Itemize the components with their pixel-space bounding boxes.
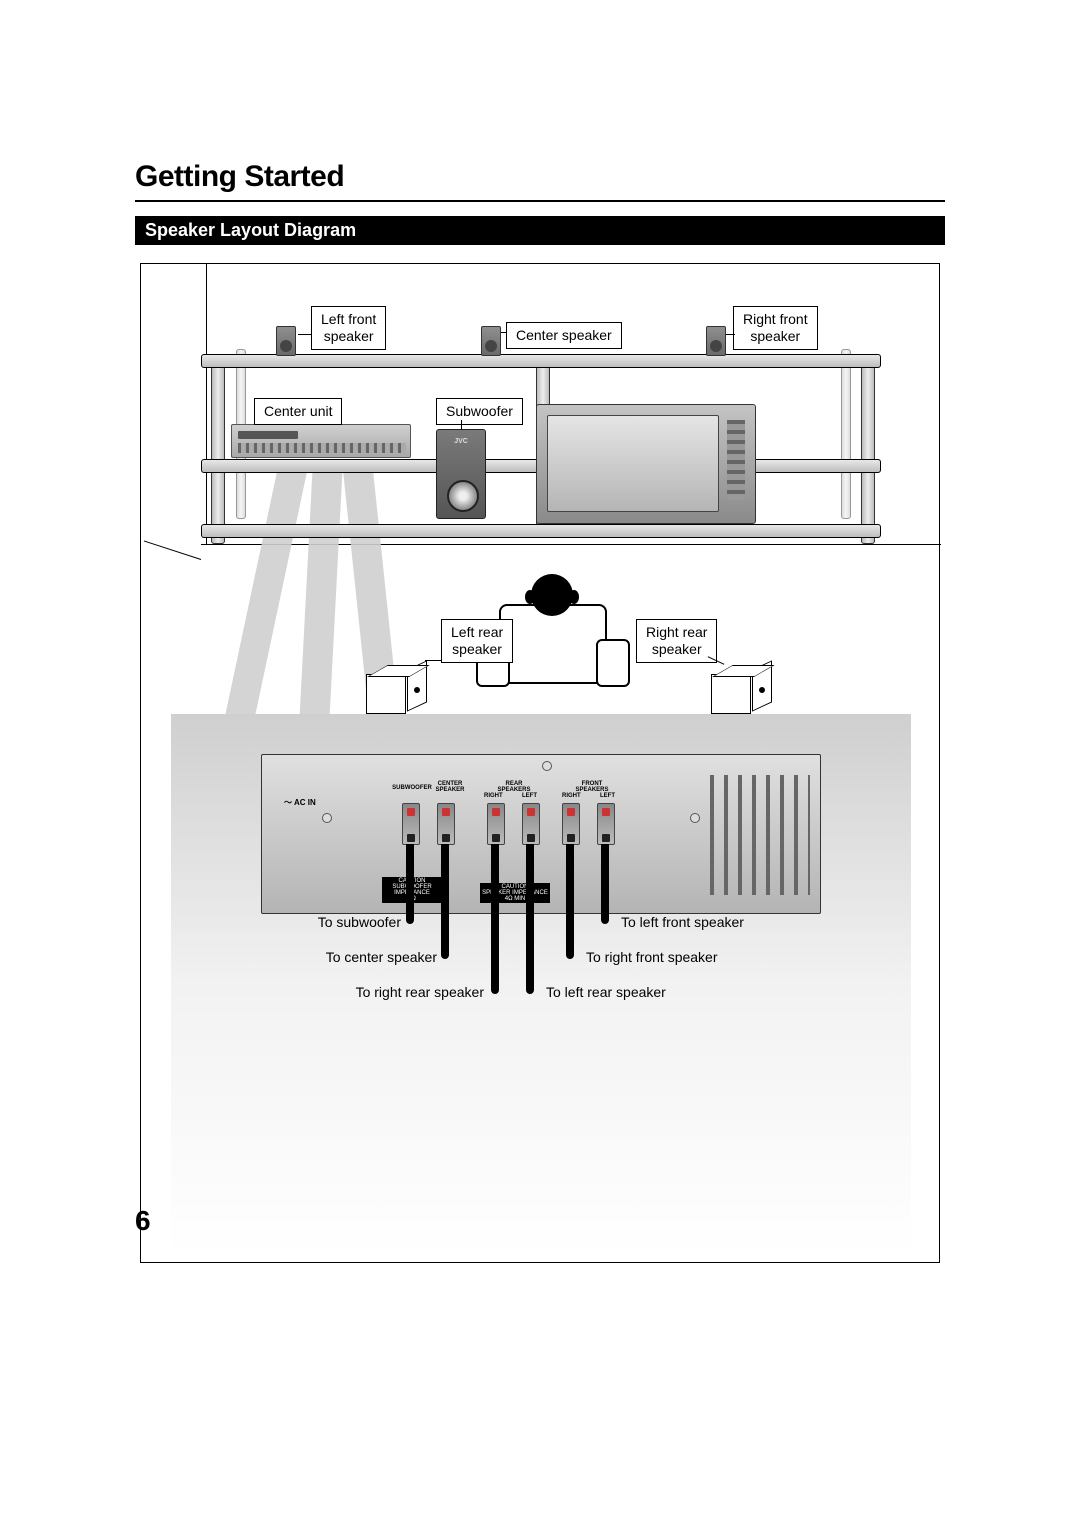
wall-vertical — [206, 264, 207, 544]
floor-line-left — [144, 540, 201, 559]
vent-icon — [710, 775, 810, 895]
left-front-speaker-icon — [276, 326, 296, 356]
port-label-subwoofer: SUBWOOFER — [392, 785, 432, 791]
port-label-rear: REAR SPEAKERS — [484, 781, 544, 793]
wire — [491, 844, 499, 994]
shelf-bottom — [201, 524, 881, 538]
sublabel-left: LEFT — [600, 793, 615, 799]
wire — [441, 844, 449, 959]
terminal — [487, 803, 505, 845]
label-to-right-rear: To right rear speaker — [329, 984, 484, 1001]
leader-line — [341, 408, 342, 424]
port-label-center: CENTER SPEAKER — [430, 781, 470, 793]
leader-line — [501, 332, 507, 333]
right-rear-speaker-icon — [711, 674, 751, 714]
label-right-front: Right front speaker — [733, 306, 818, 350]
screw-icon — [542, 761, 552, 771]
chair-back — [499, 604, 607, 684]
terminal — [522, 803, 540, 845]
sublabel-right: RIGHT — [562, 793, 581, 799]
label-right-rear: Right rear speaker — [636, 619, 717, 663]
label-to-subwoofer: To subwoofer — [311, 914, 401, 931]
right-front-speaker-icon — [706, 326, 726, 356]
ear-right — [569, 590, 579, 604]
section-bar: Speaker Layout Diagram — [135, 216, 945, 245]
center-unit-icon — [231, 424, 411, 458]
title-rule — [135, 200, 945, 202]
label-center-speaker: Center speaker — [506, 322, 622, 349]
sublabel-left: LEFT — [522, 793, 537, 799]
sublabel-right: RIGHT — [484, 793, 503, 799]
center-speaker-icon — [481, 326, 501, 356]
label-subwoofer: Subwoofer — [436, 398, 523, 425]
wire — [601, 844, 609, 924]
leader-line — [298, 334, 312, 335]
shelf-leg — [211, 359, 225, 544]
page-number: 6 — [135, 1205, 151, 1237]
shelf-leg — [861, 359, 875, 544]
subwoofer-icon — [436, 429, 486, 519]
terminal — [402, 803, 420, 845]
leader-line — [425, 660, 442, 661]
screw-icon — [322, 813, 332, 823]
shelf-leg-rear — [841, 349, 851, 519]
label-to-right-front: To right front speaker — [586, 949, 718, 966]
beam-mid — [299, 459, 343, 729]
label-to-center: To center speaker — [309, 949, 437, 966]
listener-head-icon — [531, 574, 573, 616]
page-title: Getting Started — [135, 160, 945, 194]
leader-line — [726, 334, 735, 335]
terminal — [437, 803, 455, 845]
ac-in-label: ～ AC IN — [284, 797, 316, 808]
ear-left — [525, 590, 535, 604]
diagram-frame: Left front speaker Center speaker Right … — [140, 263, 940, 1263]
label-left-front: Left front speaker — [311, 306, 386, 350]
amplifier-rear-panel: ～ AC IN SUBWOOFER CENTER SPEAKER REAR SP… — [261, 754, 821, 914]
shelf-top — [201, 354, 881, 368]
wire — [406, 844, 414, 924]
wire — [566, 844, 574, 959]
label-left-rear: Left rear speaker — [441, 619, 513, 663]
terminal — [597, 803, 615, 845]
label-to-left-rear: To left rear speaker — [546, 984, 666, 1001]
label-to-left-front: To left front speaker — [621, 914, 744, 931]
terminal — [562, 803, 580, 845]
port-label-front: FRONT SPEAKERS — [562, 781, 622, 793]
wire — [526, 844, 534, 994]
left-rear-speaker-icon — [366, 674, 406, 714]
leader-line — [461, 420, 462, 430]
tv-icon — [536, 404, 756, 524]
screw-icon — [690, 813, 700, 823]
armrest-right — [596, 639, 630, 687]
label-center-unit: Center unit — [254, 398, 342, 425]
